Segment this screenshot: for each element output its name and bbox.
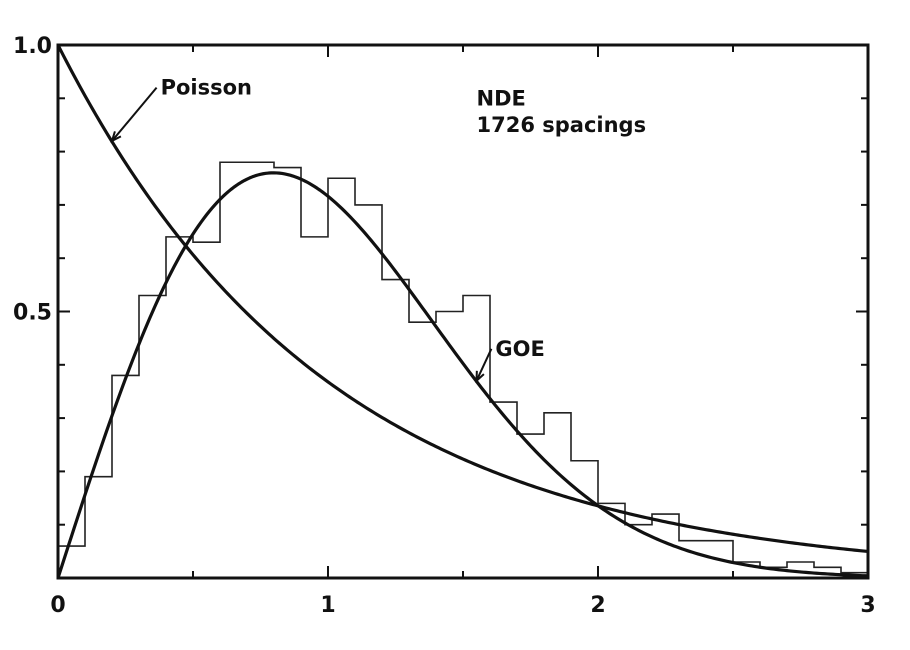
annotation-arrowhead bbox=[475, 370, 485, 384]
annotation-leader bbox=[111, 86, 158, 142]
y-tick-label: 1.0 bbox=[13, 34, 52, 59]
tick-labels: 0 1 2 3 0.5 1.0 bbox=[13, 34, 876, 618]
annotation-label: Poisson bbox=[161, 76, 252, 100]
axis-ticks bbox=[57, 44, 869, 579]
annotation-leader bbox=[475, 348, 493, 382]
x-tick-label: 1 bbox=[320, 593, 335, 618]
annotation-label: GOE bbox=[495, 337, 544, 361]
annotation-label: 1726 spacings bbox=[477, 113, 647, 137]
x-tick-label: 2 bbox=[590, 593, 605, 618]
annotations: NDE 1726 spacings Poisson GOE bbox=[110, 76, 647, 384]
annotation-label: NDE bbox=[477, 86, 526, 110]
x-tick-label: 0 bbox=[50, 593, 65, 618]
curve-goe bbox=[56, 171, 869, 579]
histogram-outline bbox=[57, 161, 869, 578]
y-tick-label: 0.5 bbox=[13, 301, 52, 326]
histogram-nde bbox=[57, 161, 869, 578]
curves bbox=[56, 44, 869, 579]
annotation-arrowhead bbox=[110, 131, 122, 143]
curve-poisson bbox=[56, 44, 869, 554]
x-tick-label: 3 bbox=[860, 593, 875, 618]
